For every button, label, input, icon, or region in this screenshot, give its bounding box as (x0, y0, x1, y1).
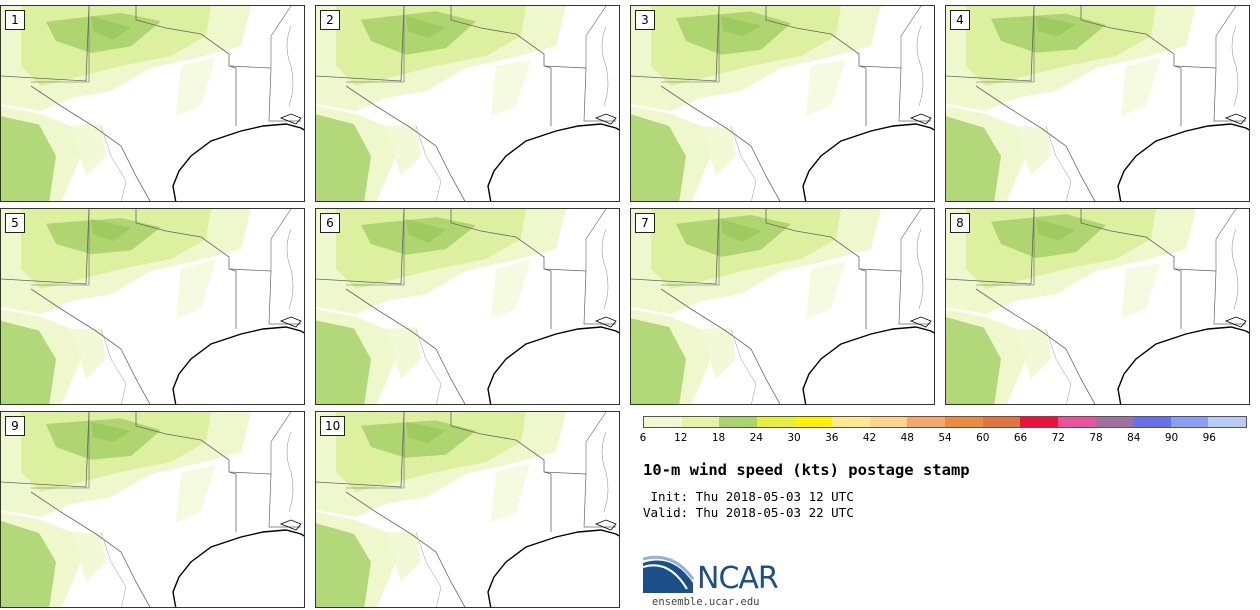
colorbar-swatch (719, 417, 757, 427)
colorbar-tick-label: 96 (1202, 432, 1216, 444)
ncar-logo-icon (643, 555, 695, 593)
member-number-label: 10 (320, 416, 346, 436)
member-map (1, 209, 304, 404)
colorbar-tick-label: 12 (674, 432, 688, 444)
colorbar-tick-label: 54 (938, 432, 952, 444)
member-number-label: 1 (5, 10, 25, 30)
member-number-label: 7 (635, 213, 655, 233)
colorbar-tick-label: 30 (787, 432, 801, 444)
ensemble-member-panel: 10 (315, 411, 620, 608)
colorbar-swatch (1170, 417, 1209, 427)
colorbar-tick-label: 18 (711, 432, 726, 444)
colorbar-tick-label: 24 (749, 432, 763, 444)
member-number-label: 8 (950, 213, 970, 233)
ensemble-member-panel: 1 (0, 5, 305, 202)
ensemble-member-panel: 5 (0, 208, 305, 405)
colorbar-tick-label: 42 (862, 432, 877, 444)
colorbar-swatch (756, 417, 795, 427)
member-number-label: 3 (635, 10, 655, 30)
member-map (316, 412, 619, 607)
colorbar-tick-label: 90 (1164, 432, 1179, 444)
member-number-label: 6 (320, 213, 340, 233)
ncar-url: ensemble.ucar.edu (652, 596, 760, 608)
colorbar-swatch (1057, 417, 1096, 427)
ensemble-member-panel: 3 (630, 5, 935, 202)
ncar-logo-text: NCAR (697, 561, 779, 596)
colorbar-swatch (1095, 417, 1134, 427)
member-map (631, 6, 934, 201)
member-number-label: 4 (950, 10, 970, 30)
member-map (1, 412, 304, 607)
colorbar-swatch (907, 417, 945, 427)
colorbar-swatch (644, 417, 682, 427)
member-map (316, 6, 619, 201)
member-number-label: 9 (5, 416, 25, 436)
ensemble-member-panel: 2 (315, 5, 620, 202)
colorbar-swatch (794, 417, 833, 427)
ensemble-member-panel: 9 (0, 411, 305, 608)
colorbar-swatch (982, 417, 1021, 427)
colorbar-tick-label: 84 (1127, 432, 1141, 444)
colorbar-swatch (869, 417, 908, 427)
colorbar-swatch (945, 417, 983, 427)
member-map (946, 209, 1249, 404)
ensemble-member-panel: 7 (630, 208, 935, 405)
colorbar (643, 416, 1247, 428)
colorbar-tick-label: 72 (1051, 432, 1065, 444)
colorbar-tick-label: 66 (1013, 432, 1028, 444)
colorbar-swatch (681, 417, 720, 427)
valid-time: Valid: Thu 2018-05-03 22 UTC (643, 505, 854, 520)
colorbar-tick-label: 78 (1089, 432, 1103, 444)
member-map (316, 209, 619, 404)
init-time: Init: Thu 2018-05-03 12 UTC (643, 489, 854, 504)
member-map (946, 6, 1249, 201)
colorbar-ticks: 6 12 18 24 30 36 42 48 54 60 66 72 78 84 90 96 (639, 432, 1247, 446)
colorbar-tick-label: 60 (976, 432, 990, 444)
member-number-label: 2 (320, 10, 340, 30)
ensemble-member-panel: 6 (315, 208, 620, 405)
ensemble-member-panel: 4 (945, 5, 1250, 202)
colorbar-tick-label: 36 (825, 432, 839, 444)
member-map (1, 6, 304, 201)
colorbar-swatch (1133, 417, 1171, 427)
colorbar-swatch (1208, 417, 1246, 427)
colorbar-swatch (832, 417, 870, 427)
member-number-label: 5 (5, 213, 25, 233)
colorbar-swatch (1020, 417, 1058, 427)
colorbar-tick-label: 48 (900, 432, 914, 444)
map-title: 10-m wind speed (kts) postage stamp (643, 461, 970, 479)
ensemble-member-panel: 8 (945, 208, 1250, 405)
colorbar-tick-label: 6 (639, 432, 647, 444)
member-map (631, 209, 934, 404)
